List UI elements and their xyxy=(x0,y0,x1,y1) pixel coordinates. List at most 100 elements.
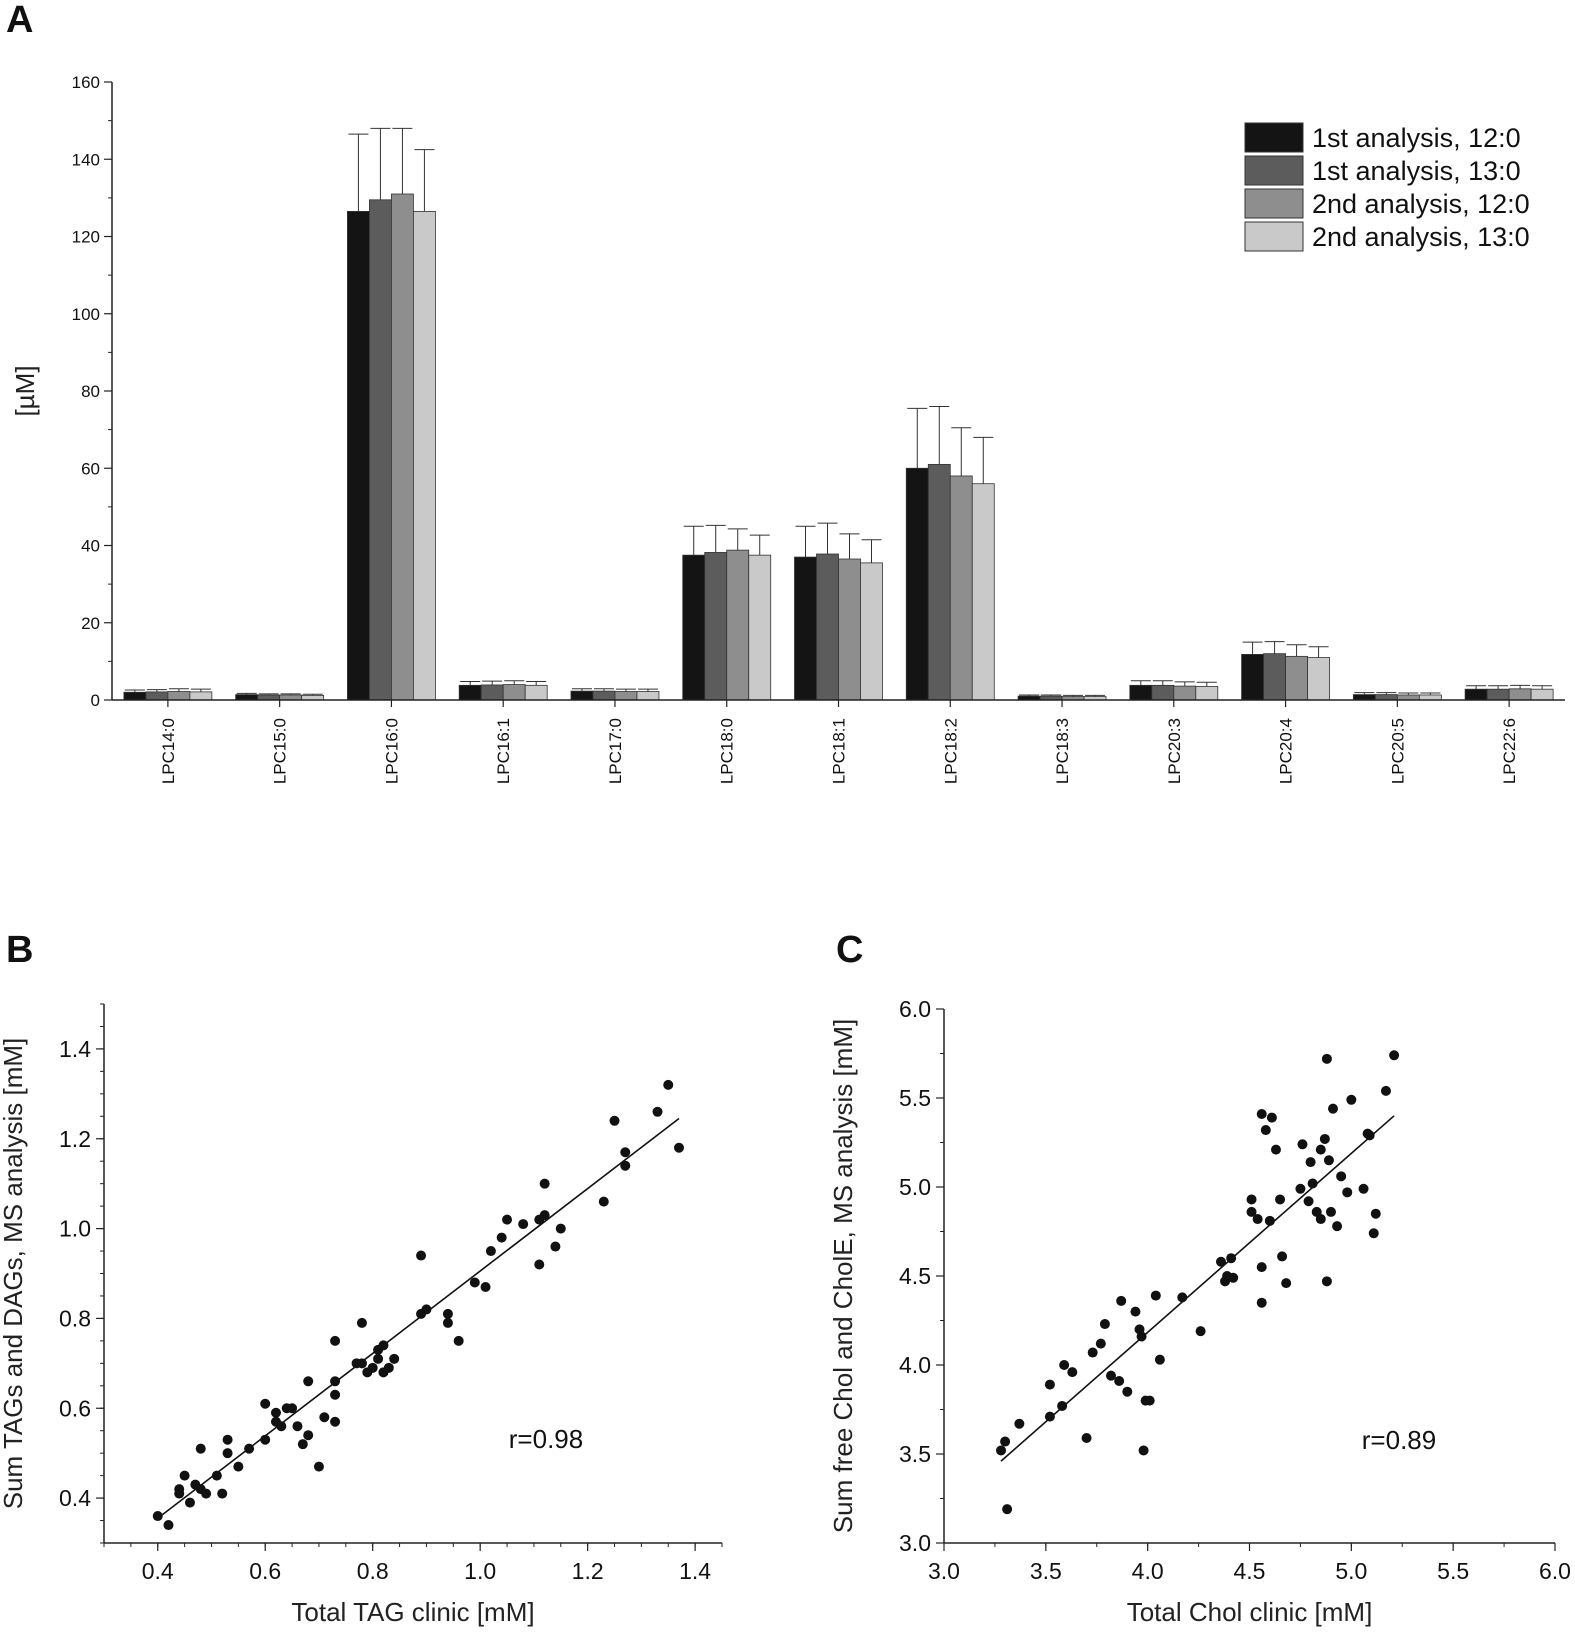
data-point-51 xyxy=(469,1277,480,1288)
x-axis-title-b: Total TAG clinic [mM] xyxy=(291,1597,534,1627)
data-point-24 xyxy=(1150,1290,1161,1301)
bar-lpc22-6-2nd-analysis-12-0 xyxy=(1508,688,1532,701)
data-point-56 xyxy=(1321,1053,1332,1064)
data-point-24 xyxy=(292,1421,303,1432)
x-tick-label-lpc18-1: LPC18:1 xyxy=(830,718,849,784)
y-tick-label-4-5: 4.5 xyxy=(899,1263,931,1289)
bar-lpc16-0-1st-analysis-13-0 xyxy=(369,199,392,701)
data-point-13 xyxy=(1099,1319,1110,1330)
x-tick-label-6-0: 6.0 xyxy=(1539,1558,1571,1584)
data-point-43 xyxy=(383,1362,394,1373)
y-tick-label-160: 160 xyxy=(72,73,100,92)
legend-swatch-2 xyxy=(1244,155,1304,186)
x-tick-label-4-0: 4.0 xyxy=(1132,1558,1164,1584)
data-point-50 xyxy=(453,1335,464,1346)
data-point-15 xyxy=(233,1461,244,1472)
x-tick-label-1-0: 1.0 xyxy=(464,1558,496,1584)
x-tick-label-5-0: 5.0 xyxy=(1335,1558,1367,1584)
data-point-23 xyxy=(1144,1395,1155,1406)
data-point-67 xyxy=(652,1106,663,1117)
x-tick-label-lpc20-4: LPC20:4 xyxy=(1277,718,1296,784)
x-tick-label-lpc18-0: LPC18:0 xyxy=(718,718,737,784)
data-point-66 xyxy=(620,1147,631,1158)
y-tick-label-5-5: 5.5 xyxy=(899,1085,931,1111)
data-point-58 xyxy=(534,1259,545,1270)
data-point-2 xyxy=(1000,1436,1011,1447)
data-point-56 xyxy=(518,1219,529,1230)
x-tick-label-3-5: 3.5 xyxy=(1030,1558,1062,1584)
panel-label-a: A xyxy=(6,0,33,41)
data-point-25 xyxy=(1154,1354,1165,1365)
data-point-57 xyxy=(1323,1155,1334,1166)
data-point-21 xyxy=(276,1421,287,1432)
bar-lpc18-1-1st-analysis-12-0 xyxy=(794,556,817,701)
x-tick-label-lpc15-0: LPC15:0 xyxy=(271,718,290,784)
y-axis-title-b: Sum TAGs and DAGs, MS analysis [mM] xyxy=(0,1038,28,1510)
bar-lpc20-3-1st-analysis-13-0 xyxy=(1151,684,1175,701)
y-tick-label-0-8: 0.8 xyxy=(59,1305,91,1331)
legend-swatch-3 xyxy=(1244,188,1304,219)
bar-lpc18-1-1st-analysis-13-0 xyxy=(816,553,839,701)
data-point-15 xyxy=(1114,1376,1125,1387)
y-tick-label-60: 60 xyxy=(81,459,100,478)
data-point-27 xyxy=(303,1376,314,1387)
bar-lpc18-0-2nd-analysis-13-0 xyxy=(748,554,772,701)
data-point-53 xyxy=(1315,1214,1326,1225)
x-tick-label-lpc16-1: LPC16:1 xyxy=(494,718,513,784)
data-point-70 xyxy=(1389,1050,1400,1061)
bar-lpc16-1-1st-analysis-12-0 xyxy=(458,684,482,701)
x-tick-label-lpc20-5: LPC20:5 xyxy=(1388,718,1407,784)
y-tick-label-40: 40 xyxy=(81,537,100,556)
data-point-62 xyxy=(1342,1187,1353,1198)
bar-lpc18-0-2nd-analysis-12-0 xyxy=(726,549,750,701)
data-point-18 xyxy=(1130,1306,1141,1317)
bar-lpc17-0-1st-analysis-13-0 xyxy=(592,690,616,701)
panel-label-c: C xyxy=(836,929,863,971)
bar-lpc20-5-1st-analysis-12-0 xyxy=(1352,694,1376,701)
data-point-69 xyxy=(1380,1085,1391,1096)
bar-lpc17-0-1st-analysis-12-0 xyxy=(570,690,594,701)
data-point-11 xyxy=(211,1470,222,1481)
x-tick-label-lpc22-6: LPC22:6 xyxy=(1500,718,1519,784)
data-point-52 xyxy=(480,1281,491,1292)
bar-lpc16-0-2nd-analysis-13-0 xyxy=(413,210,436,701)
data-point-20 xyxy=(1136,1331,1147,1342)
bar-lpc17-0-2nd-analysis-12-0 xyxy=(614,691,638,701)
data-point-60 xyxy=(539,1178,550,1189)
data-point-66 xyxy=(1364,1130,1375,1141)
bar-lpc20-5-2nd-analysis-13-0 xyxy=(1418,694,1442,701)
data-point-10 xyxy=(201,1488,212,1499)
data-point-61 xyxy=(1336,1171,1347,1182)
data-point-4 xyxy=(174,1484,185,1495)
data-point-16 xyxy=(244,1443,255,1454)
scatter-plot-b: 0.4 0.6 0.8 1.0 1.2 1.4 0.4 0.6 0.8 1.0 1.2 1.4 xyxy=(59,1003,723,1584)
bar-lpc18-0-1st-analysis-12-0 xyxy=(682,554,706,701)
data-point-55 xyxy=(502,1214,513,1225)
y-tick-label-3-5: 3.5 xyxy=(899,1441,931,1467)
data-point-62 xyxy=(555,1223,566,1234)
data-point-30 xyxy=(330,1416,341,1427)
data-point-68 xyxy=(1370,1208,1381,1219)
data-point-33 xyxy=(330,1335,341,1346)
axes-a: LPC14:0 LPC15:0 LPC16:0 LPC16:1 LPC17:0 LPC18… xyxy=(72,73,1565,784)
y-tick-label-1-4: 1.4 xyxy=(59,1036,91,1062)
y-tick-label-100: 100 xyxy=(72,305,100,324)
data-point-35 xyxy=(1252,1214,1263,1225)
x-axis-title-c: Total Chol clinic [mM] xyxy=(1127,1597,1373,1627)
bar-lpc20-5-2nd-analysis-12-0 xyxy=(1396,694,1420,701)
data-point-25 xyxy=(297,1439,308,1450)
regression-line xyxy=(157,1117,680,1519)
y-tick-label-20: 20 xyxy=(81,614,100,633)
legend-swatch-4 xyxy=(1244,221,1304,252)
data-point-49 xyxy=(442,1308,453,1319)
data-point-53 xyxy=(485,1246,496,1257)
y-tick-label-4-0: 4.0 xyxy=(899,1352,931,1378)
bar-lpc18-2-1st-analysis-13-0 xyxy=(927,463,951,701)
data-point-47 xyxy=(1297,1139,1308,1150)
y-tick-label-0-4: 0.4 xyxy=(59,1485,91,1511)
bar-lpc20-3-2nd-analysis-13-0 xyxy=(1195,686,1219,701)
data-point-54 xyxy=(496,1232,507,1243)
bar-lpc16-1-2nd-analysis-12-0 xyxy=(502,684,526,701)
data-point-26 xyxy=(1177,1292,1188,1303)
